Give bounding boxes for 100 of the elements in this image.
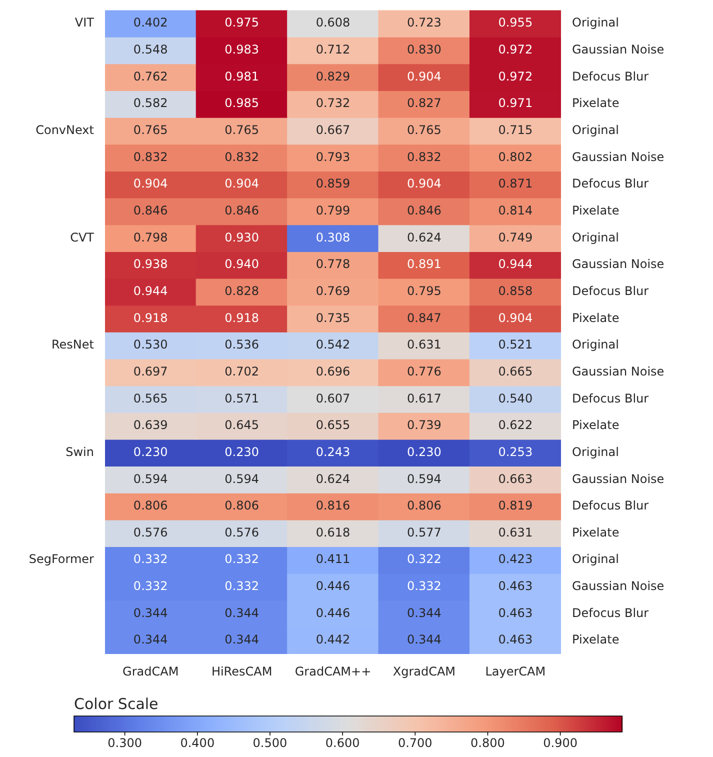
y2-tick-label: Pixelate [572,310,620,325]
data-label: 0.940 [224,257,259,272]
data-label: 0.832 [224,150,259,164]
data-label: 0.344 [407,632,442,647]
data-label: 0.631 [498,525,533,540]
data-label: 0.806 [133,498,168,513]
data-label: 0.814 [498,204,533,218]
data-label: 0.631 [407,338,442,352]
data-label: 0.858 [498,284,533,298]
data-label: 0.715 [498,123,533,138]
data-label: 0.891 [407,257,442,272]
data-label: 0.618 [316,525,350,540]
data-label: 0.918 [224,310,259,325]
data-label: 0.802 [498,150,533,164]
data-label: 0.594 [133,472,168,486]
data-label: 0.332 [407,579,442,594]
color-bar-label: 0.600 [325,736,360,750]
data-label: 0.344 [407,606,442,620]
data-label: 0.576 [133,525,168,540]
data-label: 0.955 [498,16,533,30]
data-label: 0.762 [133,69,168,84]
data-label: 0.799 [316,204,350,218]
data-label: 0.981 [224,69,259,84]
data-label: 0.594 [407,472,442,486]
data-label: 0.778 [316,257,350,272]
y2-tick-label: Original [572,444,619,459]
data-label: 0.829 [316,69,350,84]
data-label: 0.985 [224,96,259,110]
data-label: 0.344 [133,606,168,620]
y2-tick-label: Gaussian Noise [572,257,664,272]
y2-tick-label: Original [572,552,619,566]
y2-tick-label: Gaussian Noise [572,364,664,378]
data-label: 0.624 [316,472,350,486]
data-label: 0.859 [316,176,350,191]
data-label: 0.904 [133,176,168,191]
data-label: 0.739 [407,418,442,432]
y2-tick-label: Pixelate [572,418,620,432]
data-label: 0.230 [224,444,259,459]
data-label: 0.608 [316,16,350,30]
data-label: 0.847 [407,310,442,325]
y2-tick-label: Defocus Blur [572,606,649,620]
data-label: 0.655 [316,418,350,432]
color-bar-label: 0.700 [398,736,432,750]
y2-tick-label: Original [572,230,619,244]
data-label: 0.446 [316,579,350,594]
data-label: 0.975 [224,16,259,30]
data-label: 0.832 [133,150,168,164]
x-tick-label: GradCAM [122,664,179,678]
data-label: 0.624 [407,230,442,244]
x-tick-label: XgradCAM [392,664,456,678]
data-label: 0.846 [224,204,259,218]
data-label: 0.944 [498,257,533,272]
data-label: 0.793 [316,150,350,164]
data-label: 0.463 [498,606,533,620]
data-label: 0.540 [498,391,533,406]
data-label: 0.819 [498,498,533,513]
data-label: 0.253 [498,444,533,459]
data-label: 0.463 [498,579,533,594]
y2-tick-label: Pixelate [572,525,620,540]
data-label: 0.971 [498,96,533,110]
data-label: 0.594 [224,472,259,486]
y-tick-label: ConvNext [36,123,94,138]
y-tick-label: Swin [66,444,94,459]
data-label: 0.639 [133,418,168,432]
data-label: 0.667 [316,123,350,138]
data-label: 0.930 [224,230,259,244]
data-label: 0.696 [316,364,350,378]
data-label: 0.332 [133,552,168,566]
data-label: 0.827 [407,96,442,110]
data-label: 0.904 [224,176,259,191]
x-tick-label: HiResCAM [211,664,272,678]
data-label: 0.776 [407,364,442,378]
data-label: 0.622 [498,418,533,432]
y2-tick-label: Gaussian Noise [572,150,664,164]
data-label: 0.832 [407,150,442,164]
y2-tick-label: Pixelate [572,96,620,110]
data-label: 0.344 [224,632,259,647]
color-bar-label: 0.900 [543,736,578,750]
data-label: 0.536 [224,338,259,352]
data-label: 0.723 [407,16,442,30]
data-label: 0.972 [498,42,533,57]
data-label: 0.904 [407,176,442,191]
data-label: 0.732 [316,96,350,110]
data-label: 0.712 [316,42,350,57]
data-label: 0.765 [407,123,442,138]
data-label: 0.617 [407,391,442,406]
data-label: 0.871 [498,176,533,191]
data-label: 0.702 [224,364,259,378]
y2-tick-label: Original [572,16,619,30]
data-label: 0.765 [224,123,259,138]
data-label: 0.795 [407,284,442,298]
data-label: 0.749 [498,230,533,244]
y2-tick-label: Defocus Blur [572,284,649,298]
y-tick-label: ResNet [52,338,94,352]
y2-tick-label: Defocus Blur [572,391,649,406]
y2-tick-label: Gaussian Noise [572,579,664,594]
y2-tick-label: Pixelate [572,204,620,218]
data-label: 0.769 [316,284,350,298]
data-label: 0.806 [407,498,442,513]
data-label: 0.332 [224,579,259,594]
